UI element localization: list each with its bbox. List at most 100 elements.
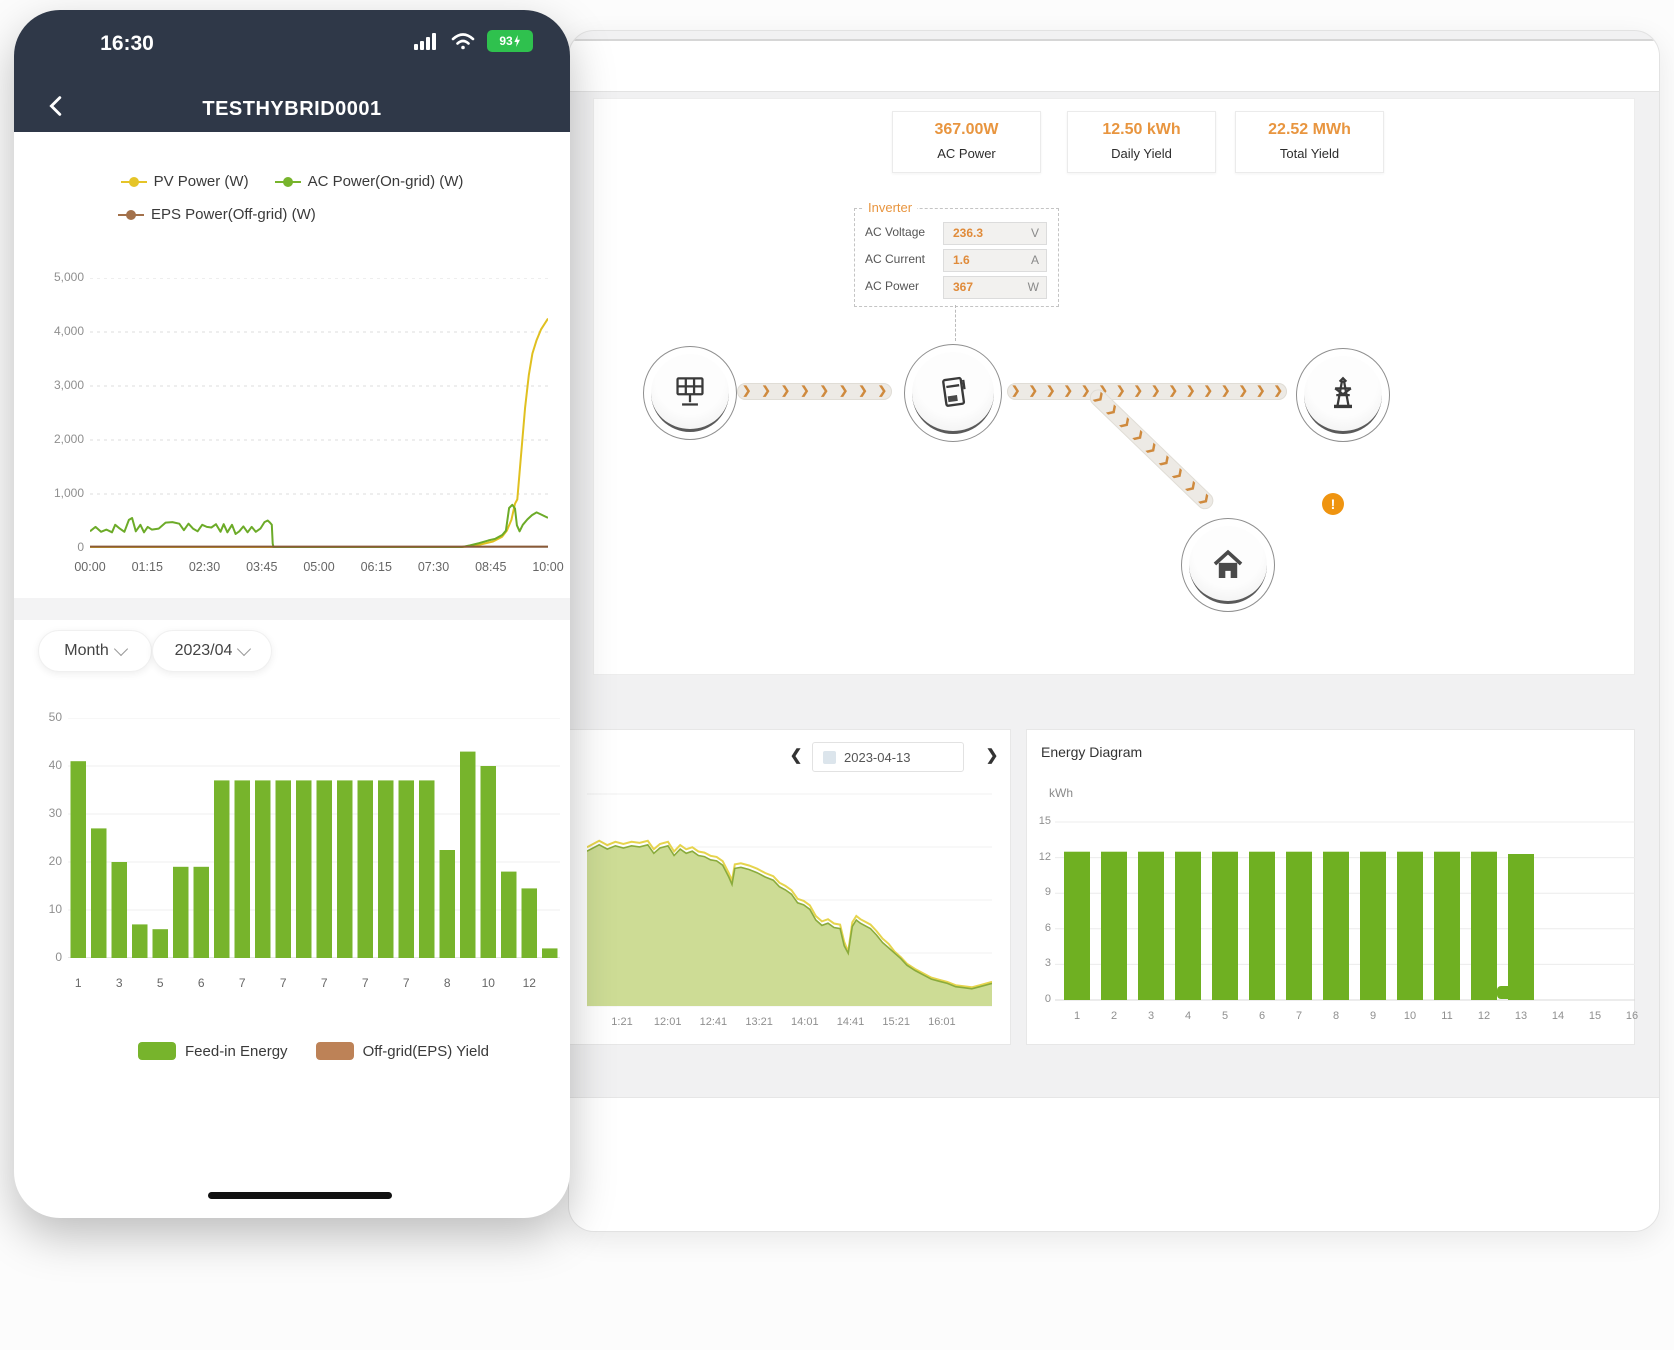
flow-chevron-icon: ❯ — [1116, 385, 1126, 397]
flow-chevron-icon: ❯ — [1273, 385, 1283, 397]
bar — [1101, 851, 1127, 1000]
x-tick-label: 14 — [1551, 1010, 1565, 1022]
legend-item: EPS Power(Off-grid) (W) — [118, 206, 316, 223]
flow-arrows-inverter-to-grid: ❯❯❯❯❯❯❯❯❯❯❯❯❯❯❯❯ — [1007, 383, 1287, 400]
home-indicator[interactable] — [208, 1192, 392, 1199]
bar — [214, 780, 230, 958]
month-select[interactable]: 2023/04 — [152, 630, 272, 672]
month-select-label: 2023/04 — [174, 642, 233, 659]
y-tick-label: 4,000 — [53, 324, 84, 338]
energy-bar-legend: Feed-in Energy Off-grid(EPS) Yield — [138, 1040, 558, 1062]
inverter-row-valuebox: 236.3 V — [943, 222, 1047, 245]
home-icon — [1189, 526, 1267, 604]
inverter-info-panel: Inverter AC Voltage 236.3 V AC Current 1.6 A A… — [854, 200, 1059, 307]
x-tick-label: 1 — [74, 976, 82, 990]
x-tick-label: 02:30 — [188, 560, 221, 574]
bar — [460, 751, 476, 958]
flow-chevron-icon: ❯ — [858, 385, 868, 397]
bar — [1138, 851, 1164, 1000]
bar — [275, 780, 291, 958]
bar — [337, 780, 353, 958]
legend-label: Off-grid(EPS) Yield — [362, 1042, 490, 1060]
x-tick-label: 7 — [279, 976, 287, 990]
y-tick-label: 3,000 — [53, 378, 84, 392]
bar — [1175, 851, 1201, 1000]
chevron-down-icon — [237, 641, 252, 657]
period-select[interactable]: Month — [38, 630, 152, 672]
x-tick-label: 3 — [115, 976, 123, 990]
legend-label: AC Power(On-grid) (W) — [307, 173, 464, 190]
inverter-row-valuebox: 367 W — [943, 276, 1047, 299]
energy-diagram-title: Energy Diagram — [1041, 744, 1143, 760]
y-tick-label: 5,000 — [53, 270, 84, 284]
bar — [173, 866, 189, 958]
x-tick-label: 03:45 — [246, 560, 278, 574]
flow-chevron-icon: ❯ — [877, 385, 887, 397]
solar-panel-icon — [651, 354, 729, 432]
x-tick-label: 7 — [238, 976, 246, 990]
y-tick-label: 50 — [48, 710, 62, 724]
energy-diagram-x-axis: 1 2 3 4 5 6 7 8 9 10 11 12 13 14 15 16 — [1055, 1010, 1639, 1026]
grid-node — [1296, 348, 1390, 442]
y-tick-label: 40 — [48, 758, 62, 772]
bar — [357, 780, 373, 958]
x-tick-label: 13 — [1514, 1010, 1528, 1022]
x-tick-label: 08:45 — [475, 560, 507, 574]
legend-marker — [274, 176, 301, 187]
x-tick-label: 7 — [1295, 1010, 1303, 1022]
flow-chevron-icon: ❯ — [1168, 385, 1178, 397]
y-tick-label: 1,000 — [53, 486, 84, 500]
bar — [1323, 851, 1349, 1000]
energy-bar-y-axis: 50 40 30 20 10 0 — [22, 10, 62, 1218]
bar — [296, 780, 312, 958]
selected-date: 2023-04-13 — [844, 749, 911, 765]
bar — [419, 780, 435, 958]
stat-label: AC Power — [937, 146, 996, 161]
alert-badge[interactable]: ! — [1322, 493, 1344, 515]
legend-marker — [118, 209, 144, 220]
x-tick-label: 1 — [1073, 1010, 1081, 1022]
bar — [542, 948, 558, 958]
bar — [1397, 851, 1423, 1000]
inverter-row-label: AC Voltage — [865, 225, 926, 239]
date-picker[interactable]: 2023-04-13 — [812, 742, 964, 772]
x-tick-label: 01:15 — [131, 560, 163, 574]
inverter-row: AC Power 367 W — [855, 275, 1058, 299]
window-footer — [569, 1097, 1659, 1231]
back-button[interactable] — [44, 94, 74, 124]
bar — [70, 761, 86, 958]
stat-card: 12.50 kWh Daily Yield — [1067, 111, 1216, 173]
flow-chevron-icon: ❯ — [1221, 385, 1231, 397]
inverter-row-value: 236.3 — [953, 226, 984, 240]
date-prev-button[interactable]: ❮ — [789, 747, 803, 764]
stat-card: 367.00W AC Power — [892, 111, 1041, 173]
x-tick-label: 8 — [1332, 1010, 1340, 1022]
status-time: 16:30 — [100, 32, 154, 55]
period-select-label: Month — [64, 642, 109, 659]
flow-chevron-icon: ❯ — [1104, 403, 1120, 419]
date-next-button[interactable]: ❯ — [985, 747, 999, 764]
wifi-icon — [450, 31, 476, 51]
x-tick-label: 6 — [197, 976, 205, 990]
x-tick-label: 5 — [156, 976, 164, 990]
energy-diagram-legend-swatch — [1497, 986, 1523, 999]
y-tick-label: 0 — [77, 540, 84, 554]
flow-chevron-icon: ❯ — [1157, 454, 1173, 470]
inverter-icon — [912, 352, 994, 434]
flow-chevron-icon: ❯ — [838, 385, 849, 397]
energy-bar-x-axis: 1 3 5 6 7 7 7 7 7 8 10 12 — [68, 976, 560, 992]
x-tick-label: 16 — [1625, 1010, 1639, 1022]
y-tick-label: 0 — [55, 950, 62, 964]
bar — [1064, 851, 1090, 1000]
x-tick-label: 1:21 — [611, 1016, 633, 1028]
x-tick-label: 8 — [443, 976, 451, 990]
x-tick-label: 7 — [361, 976, 369, 990]
power-chart-legend-row1: PV Power (W) AC Power(On-grid) (W) — [14, 173, 570, 190]
flow-chevron-icon: ❯ — [1197, 492, 1213, 508]
x-tick-label: 10:00 — [532, 560, 564, 574]
flow-chevron-icon: ❯ — [1028, 385, 1038, 397]
bar — [111, 862, 127, 958]
device-title: TESTHYBRID0001 — [202, 98, 382, 120]
energy-diagram-unit: kWh — [1049, 786, 1073, 800]
bar — [193, 866, 209, 958]
